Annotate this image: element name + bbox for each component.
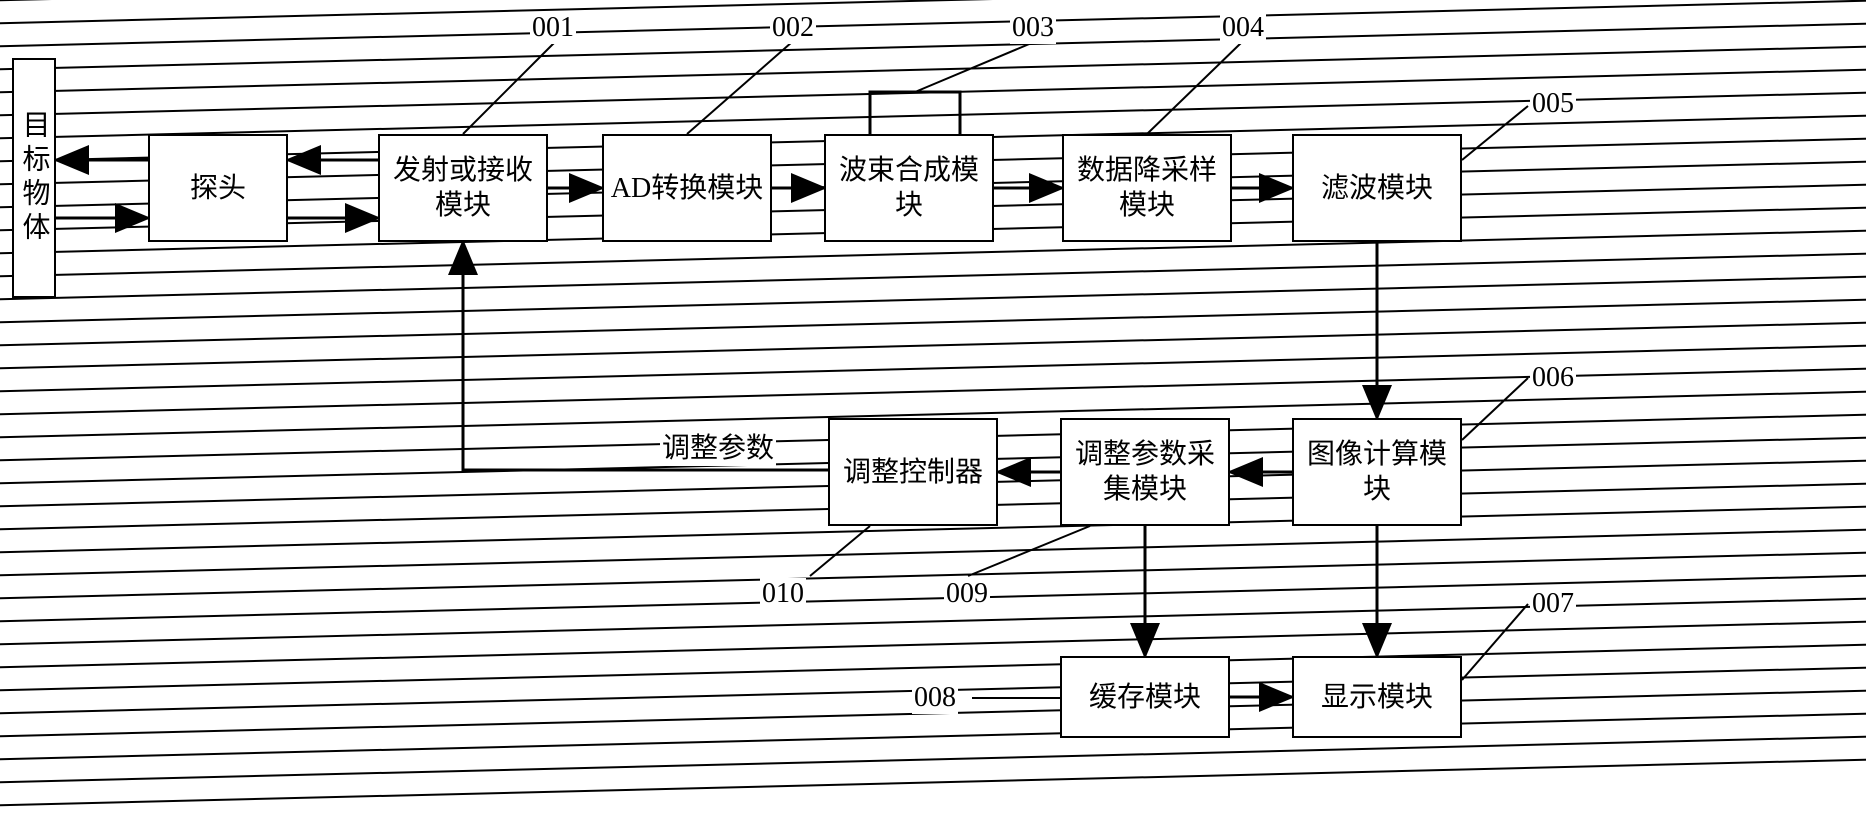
node-label: 缓存模块 [1089, 680, 1201, 715]
hatch-line [0, 620, 1866, 669]
node-label: 数据降采样模块 [1068, 153, 1226, 223]
node-cache: 缓存模块 [1060, 656, 1230, 738]
node-down: 数据降采样模块 [1062, 134, 1232, 242]
node-beam: 波束合成模块 [824, 134, 994, 242]
node-filter: 滤波模块 [1292, 134, 1462, 242]
hatch-line [0, 528, 1866, 577]
node-adjcol: 调整参数采集模块 [1060, 418, 1230, 526]
hatch-line [0, 0, 1866, 48]
hatch-line [0, 735, 1866, 784]
label-l008: 008 [912, 682, 958, 714]
node-txmod: 发射或接收模块 [378, 134, 548, 242]
label-adjparam: 调整参数 [660, 426, 776, 466]
hatch-line [0, 252, 1866, 301]
label-l002: 002 [770, 12, 816, 44]
label-l007: 007 [1530, 588, 1576, 620]
label-l004: 004 [1220, 12, 1266, 44]
hatch-line [0, 574, 1866, 623]
node-label: 探头 [190, 171, 246, 206]
node-label: 显示模块 [1321, 680, 1433, 715]
hatch-line [0, 758, 1866, 807]
label-l001: 001 [530, 12, 576, 44]
label-l003: 003 [1010, 12, 1056, 44]
hatch-line [0, 551, 1866, 600]
node-adjctrl: 调整控制器 [828, 418, 998, 526]
hatch-line [0, 45, 1866, 94]
hatch-line [0, 0, 1866, 25]
hatch-line [0, 91, 1866, 140]
node-imgcalc: 图像计算模块 [1292, 418, 1462, 526]
hatch-line [0, 321, 1866, 370]
node-label: AD转换模块 [611, 171, 763, 206]
node-label: 调整参数采集模块 [1066, 437, 1224, 507]
hatch-line [0, 298, 1866, 347]
node-label: 调整控制器 [843, 455, 983, 490]
hatch-line [0, 367, 1866, 416]
hatch-line [0, 597, 1866, 646]
node-admod: AD转换模块 [602, 134, 772, 242]
node-label: 发射或接收模块 [384, 153, 542, 223]
label-l010: 010 [760, 578, 806, 610]
diagram-canvas: 目标物体 探头 发射或接收模块 AD转换模块 波束合成模块 数据降采样模块 滤波模块图像计算… [0, 0, 1866, 824]
hatch-line [0, 275, 1866, 324]
hatch-line [0, 712, 1866, 761]
hatch-line [0, 22, 1866, 71]
node-display: 显示模块 [1292, 656, 1462, 738]
node-label: 波束合成模块 [830, 153, 988, 223]
node-label: 图像计算模块 [1298, 437, 1456, 507]
label-l006: 006 [1530, 362, 1576, 394]
node-label: 目标物体 [17, 110, 52, 246]
label-l005: 005 [1530, 88, 1576, 120]
node-target: 目标物体 [12, 58, 56, 298]
hatch-line [0, 344, 1866, 393]
label-l009: 009 [944, 578, 990, 610]
node-probe: 探头 [148, 134, 288, 242]
hatch-line [0, 68, 1866, 117]
node-label: 滤波模块 [1321, 171, 1433, 206]
